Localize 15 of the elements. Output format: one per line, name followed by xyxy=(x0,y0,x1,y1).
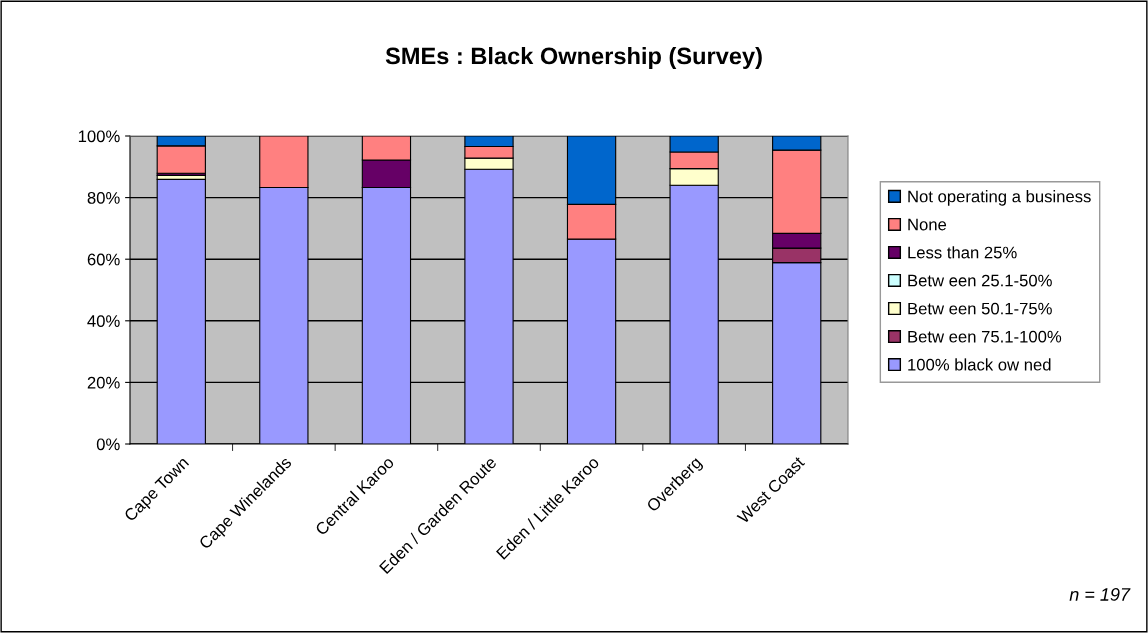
legend-label: Not operating a business xyxy=(908,190,1091,206)
y-tick-label: 20% xyxy=(87,376,120,389)
y-tick-label: 80% xyxy=(87,192,120,204)
y-tick-label: 40% xyxy=(87,315,120,327)
y-tick-label: 60% xyxy=(87,253,120,266)
y-tick-label: 100% xyxy=(78,130,120,143)
legend-label: Betw een 50.1-75% xyxy=(908,302,1052,315)
legend-label: Betw een 75.1-100% xyxy=(908,330,1062,343)
legend-label: 100% black ow ned xyxy=(908,358,1051,371)
text: n = 197 xyxy=(1069,588,1131,601)
legend-label: Less than 25% xyxy=(908,246,1017,259)
y-tick-label: 0% xyxy=(96,438,120,451)
chart-title: SMEs : Black Ownership (Survey) xyxy=(385,47,762,69)
legend-label: Betw een 25.1-50% xyxy=(908,274,1052,287)
legend-label: None xyxy=(908,218,947,231)
